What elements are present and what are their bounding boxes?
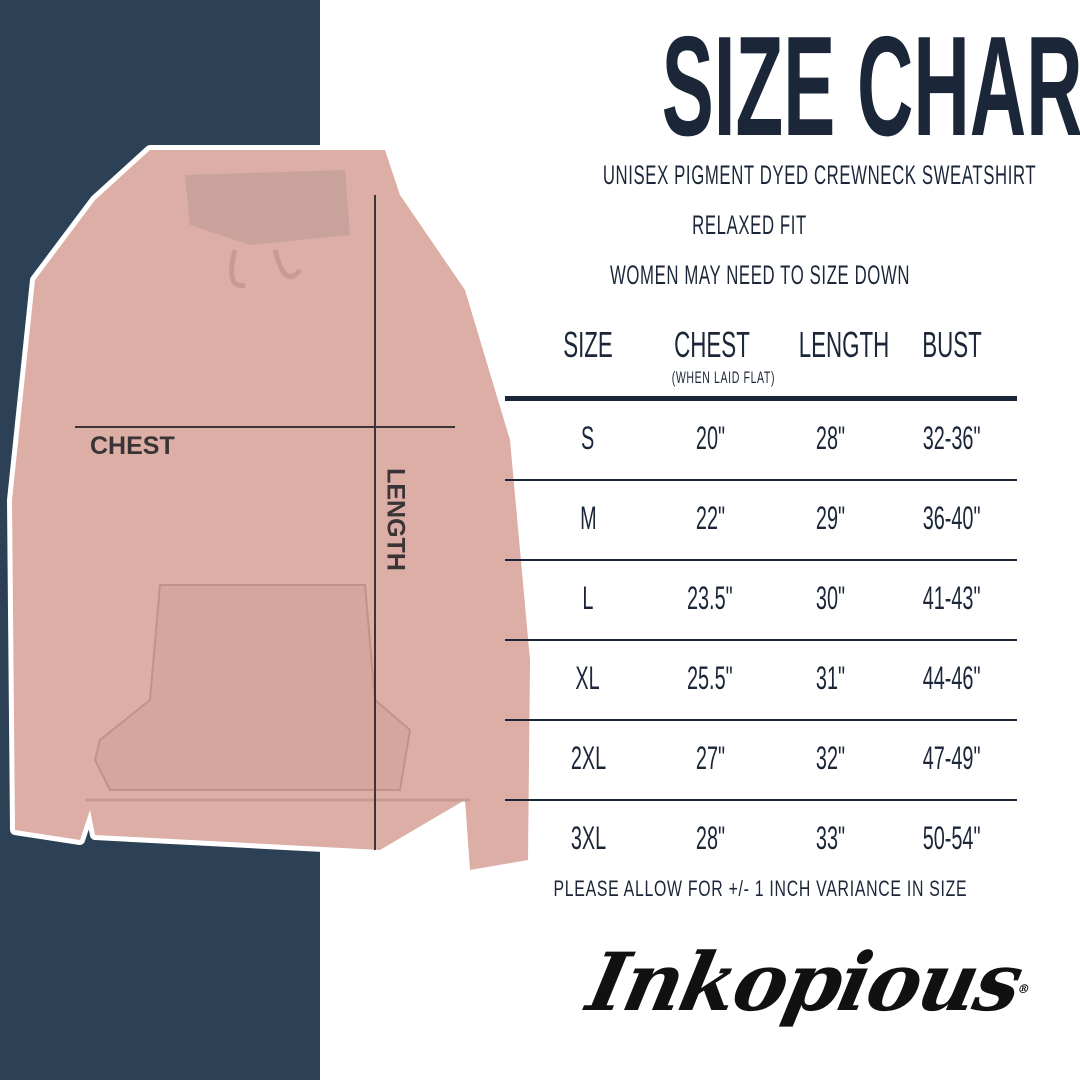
cell-chest: 28" xyxy=(695,820,725,856)
subtitle-advice: WOMEN MAY NEED TO SIZE DOWN xyxy=(609,260,911,290)
cell-chest: 22" xyxy=(695,500,725,536)
row-divider xyxy=(505,479,1017,481)
chest-label: CHEST xyxy=(90,432,175,460)
cell-bust: 47-49" xyxy=(923,740,981,776)
cell-chest: 25.5" xyxy=(687,660,733,696)
cell-length: 28" xyxy=(815,420,845,456)
cell-chest: 27" xyxy=(695,740,725,776)
subtitle-fit: RELAXED FIT xyxy=(692,210,808,240)
footnote: PLEASE ALLOW FOR +/- 1 INCH VARIANCE IN … xyxy=(553,876,967,901)
cell-size: M xyxy=(579,500,597,536)
cell-size: 3XL xyxy=(570,820,606,856)
cell-length: 29" xyxy=(815,500,845,536)
hoodie-image xyxy=(12,150,530,870)
page-title: SIZE CHART xyxy=(661,7,1080,166)
header-size: SIZE xyxy=(563,324,613,365)
cell-bust: 36-40" xyxy=(923,500,981,536)
cell-chest: 23.5" xyxy=(687,580,733,616)
row-divider xyxy=(505,639,1017,641)
header-bust: BUST xyxy=(922,324,982,365)
cell-bust: 50-54" xyxy=(923,820,981,856)
header-length: LENGTH xyxy=(798,324,890,365)
row-divider xyxy=(505,559,1017,561)
row-divider xyxy=(505,719,1017,721)
header-divider xyxy=(505,396,1017,401)
cell-length: 30" xyxy=(815,580,845,616)
hoodie-body xyxy=(12,150,530,870)
cell-size: S xyxy=(581,420,595,456)
cell-length: 33" xyxy=(815,820,845,856)
subtitle-product: UNISEX PIGMENT DYED CREWNECK SWEATSHIRT xyxy=(602,160,1037,190)
cell-length: 31" xyxy=(815,660,845,696)
cell-length: 32" xyxy=(815,740,845,776)
cell-chest: 20" xyxy=(695,420,725,456)
cell-bust: 32-36" xyxy=(923,420,981,456)
row-divider xyxy=(505,799,1017,801)
cell-size: XL xyxy=(575,660,601,696)
cell-size: L xyxy=(582,580,594,616)
brand-logo: Inkopious® xyxy=(580,935,1030,1029)
cell-bust: 44-46" xyxy=(923,660,981,696)
cell-size: 2XL xyxy=(570,740,606,776)
cell-bust: 41-43" xyxy=(923,580,981,616)
length-label: LENGTH xyxy=(381,468,410,571)
header-chest: CHEST xyxy=(674,324,750,365)
chest-note: (WHEN LAID FLAT) xyxy=(671,368,776,387)
